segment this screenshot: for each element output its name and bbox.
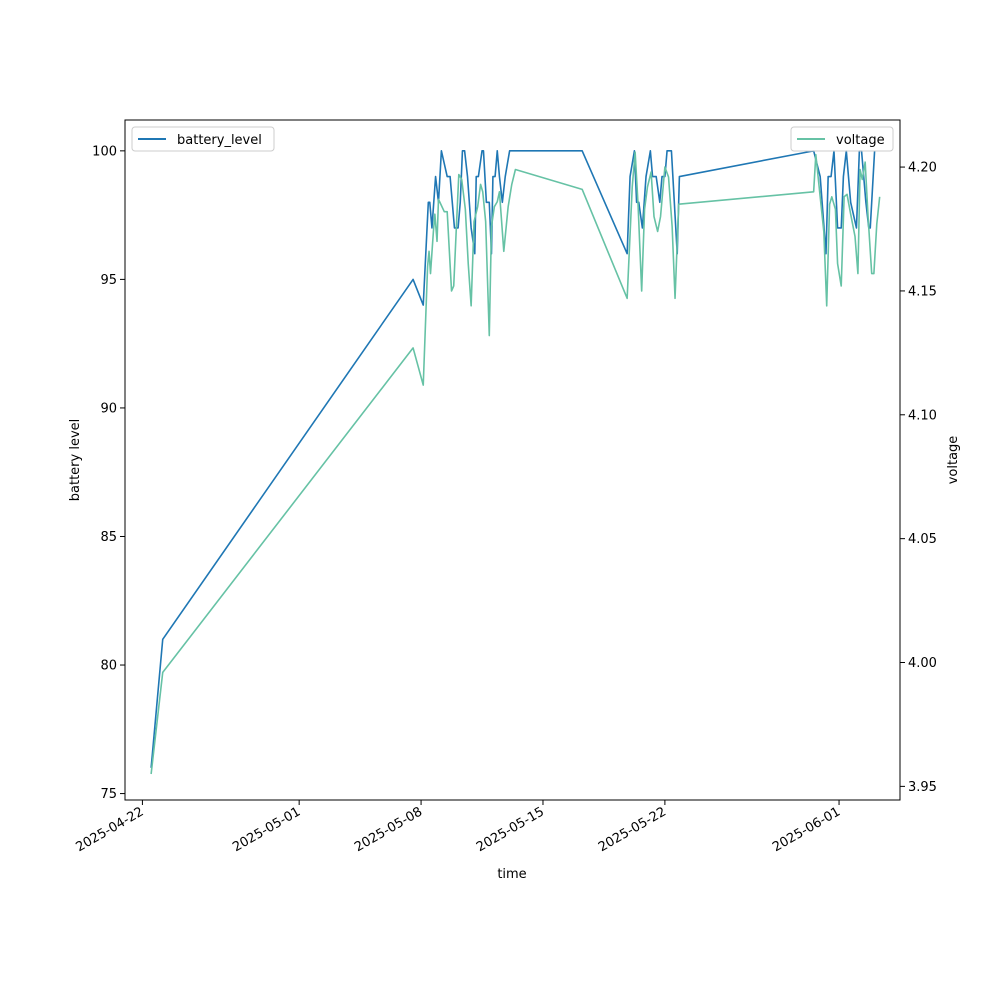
legend-right: voltage [790,126,894,152]
x-tick-label: 2025-04-22 [73,804,146,855]
y-axis-left-ticks: 75 80 85 90 95 100 [92,144,125,802]
y-axis-right-label: voltage [946,436,961,485]
x-tick-label: 2025-05-08 [352,804,425,855]
y-axis-left-label: battery level [68,419,83,502]
y-left-tick-label: 75 [100,787,117,802]
y-right-tick-label: 3.95 [908,780,937,795]
legend-right-box [790,126,894,152]
y-left-tick-label: 100 [92,144,117,159]
x-tick-label: 2025-05-15 [474,804,547,855]
legend-right-label: voltage [836,133,885,148]
x-tick-label: 2025-05-01 [230,804,303,855]
series-line-battery_level [150,150,876,768]
series-line-voltage [150,151,881,775]
x-axis-label: time [497,867,526,882]
y-right-tick-label: 4.00 [908,656,937,671]
y-right-tick-label: 4.15 [908,284,937,299]
x-tick-label: 2025-05-22 [596,804,669,855]
x-tick-label: 2025-06-01 [770,804,843,855]
plot-lines [150,150,881,775]
y-left-tick-label: 90 [100,401,117,416]
y-right-tick-label: 4.10 [908,408,937,423]
y-left-tick-label: 95 [100,273,117,288]
y-axis-right-ticks: 3.95 4.00 4.05 4.10 4.15 4.20 [900,161,937,795]
y-left-tick-label: 80 [100,659,117,674]
legend-left-box [131,126,275,152]
y-left-tick-label: 85 [100,530,117,545]
legend-left-label: battery_level [177,133,262,148]
y-right-tick-label: 4.20 [908,161,937,176]
plot-frame [124,119,901,801]
y-right-tick-label: 4.05 [908,532,937,547]
legend-left: battery_level [131,126,275,152]
x-axis-ticks: 2025-04-22 2025-05-01 2025-05-08 2025-05-15… [73,800,843,855]
